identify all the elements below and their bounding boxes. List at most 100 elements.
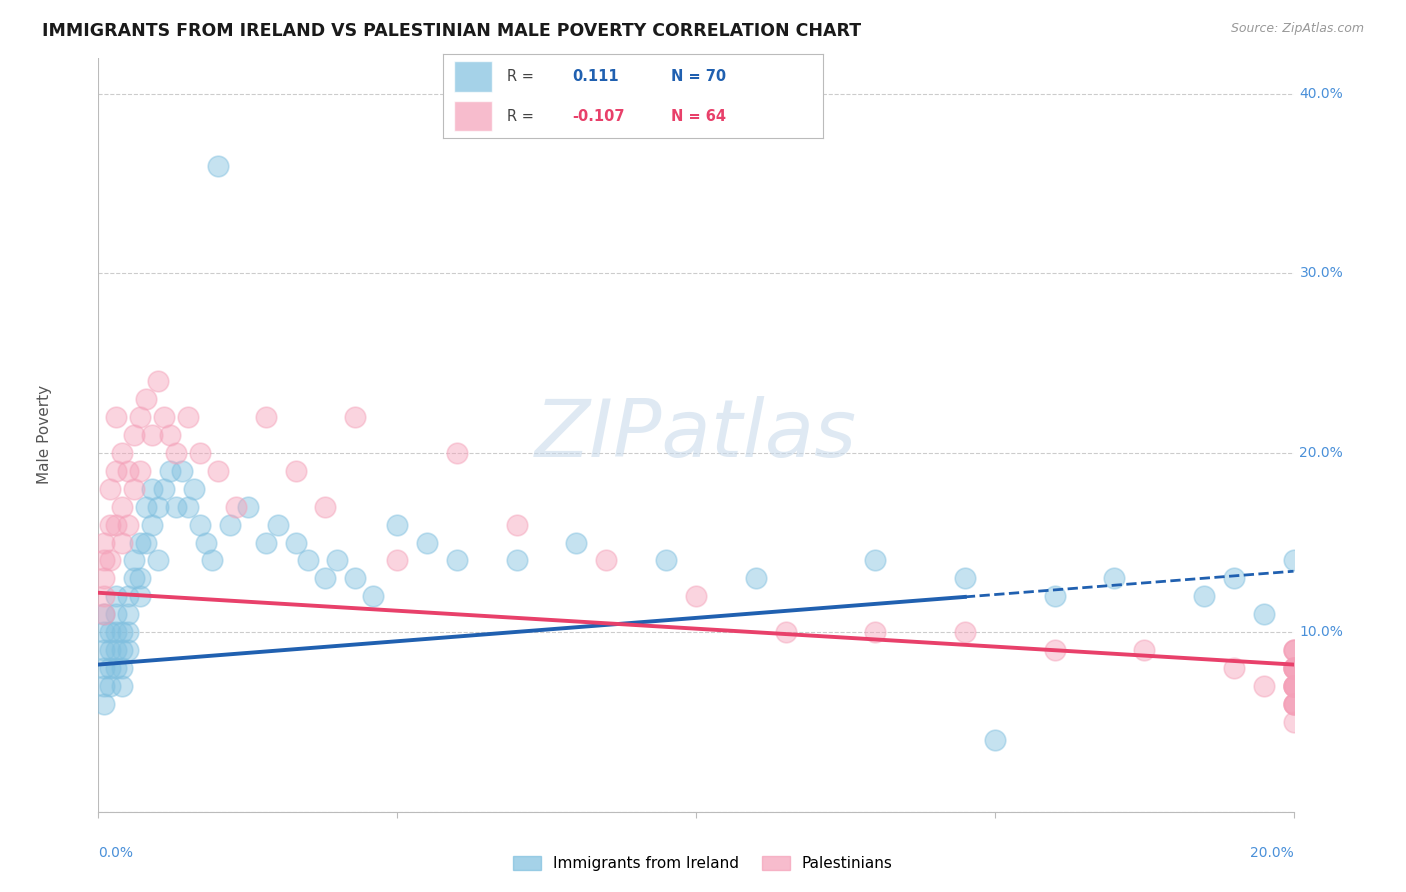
Point: [194, 535, 218, 549]
Text: IMMIGRANTS FROM IRELAND VS PALESTINIAN MALE POVERTY CORRELATION CHART: IMMIGRANTS FROM IRELAND VS PALESTINIAN M…: [42, 22, 862, 40]
Point: [446, 446, 468, 460]
Point: [98, 517, 122, 532]
Point: [1282, 643, 1305, 657]
Point: [315, 500, 337, 514]
Point: [141, 517, 163, 532]
Point: [111, 643, 134, 657]
Point: [1282, 679, 1305, 693]
Point: [1282, 697, 1305, 711]
Point: [135, 500, 157, 514]
Point: [105, 625, 128, 640]
Point: [124, 571, 146, 585]
Point: [159, 428, 181, 442]
Point: [1133, 643, 1156, 657]
Point: [685, 590, 707, 604]
Point: [153, 482, 176, 496]
Point: [745, 571, 768, 585]
Point: [236, 500, 259, 514]
Point: [385, 517, 409, 532]
Point: [129, 409, 152, 424]
Text: Male Poverty: Male Poverty: [37, 385, 52, 484]
Point: [219, 517, 242, 532]
Point: [188, 446, 211, 460]
Point: [201, 553, 224, 567]
Point: [129, 535, 152, 549]
Point: [141, 482, 163, 496]
Point: [105, 607, 128, 622]
Point: [344, 571, 367, 585]
Point: [124, 428, 146, 442]
Point: [1282, 661, 1305, 675]
Point: [129, 464, 152, 478]
Point: [1043, 643, 1066, 657]
Text: N = 70: N = 70: [671, 69, 725, 84]
Point: [865, 553, 887, 567]
Point: [207, 464, 229, 478]
Point: [117, 607, 139, 622]
Point: [117, 643, 139, 657]
Point: [129, 590, 152, 604]
Text: Source: ZipAtlas.com: Source: ZipAtlas.com: [1230, 22, 1364, 36]
Point: [165, 446, 187, 460]
Point: [1282, 679, 1305, 693]
Point: [98, 643, 122, 657]
Point: [565, 535, 588, 549]
Point: [1282, 553, 1305, 567]
Legend: Immigrants from Ireland, Palestinians: Immigrants from Ireland, Palestinians: [508, 850, 898, 877]
Point: [148, 374, 170, 388]
Point: [953, 571, 976, 585]
Point: [98, 625, 122, 640]
Point: [1282, 697, 1305, 711]
Point: [93, 553, 115, 567]
Point: [363, 590, 385, 604]
Point: [117, 464, 139, 478]
Text: 0.111: 0.111: [572, 69, 619, 84]
Bar: [454, 62, 492, 92]
Point: [105, 517, 128, 532]
Point: [111, 625, 134, 640]
Text: R =: R =: [508, 69, 538, 84]
Point: [117, 625, 139, 640]
Text: 10.0%: 10.0%: [1299, 625, 1343, 640]
Point: [93, 643, 115, 657]
Point: [153, 409, 176, 424]
Point: [172, 464, 194, 478]
Point: [1223, 661, 1246, 675]
Point: [1282, 643, 1305, 657]
Point: [953, 625, 976, 640]
Point: [267, 517, 290, 532]
Point: [1282, 679, 1305, 693]
Point: [105, 590, 128, 604]
Point: [1282, 643, 1305, 657]
Point: [1282, 661, 1305, 675]
Point: [1253, 607, 1275, 622]
Point: [775, 625, 797, 640]
Point: [93, 679, 115, 693]
Point: [111, 535, 134, 549]
Point: [446, 553, 468, 567]
Point: [1282, 661, 1305, 675]
Point: [506, 517, 529, 532]
Text: 40.0%: 40.0%: [1299, 87, 1343, 101]
Point: [416, 535, 439, 549]
Point: [1282, 661, 1305, 675]
Point: [98, 553, 122, 567]
Point: [98, 482, 122, 496]
Point: [284, 464, 307, 478]
Point: [141, 428, 163, 442]
Point: [326, 553, 349, 567]
Point: [188, 517, 211, 532]
Text: -0.107: -0.107: [572, 109, 624, 124]
Point: [135, 392, 157, 406]
Point: [148, 553, 170, 567]
Point: [117, 517, 139, 532]
Point: [865, 625, 887, 640]
Point: [135, 535, 157, 549]
Point: [315, 571, 337, 585]
Point: [225, 500, 247, 514]
Text: 30.0%: 30.0%: [1299, 267, 1343, 280]
Point: [207, 159, 229, 173]
Point: [105, 643, 128, 657]
Point: [177, 409, 200, 424]
Point: [105, 464, 128, 478]
